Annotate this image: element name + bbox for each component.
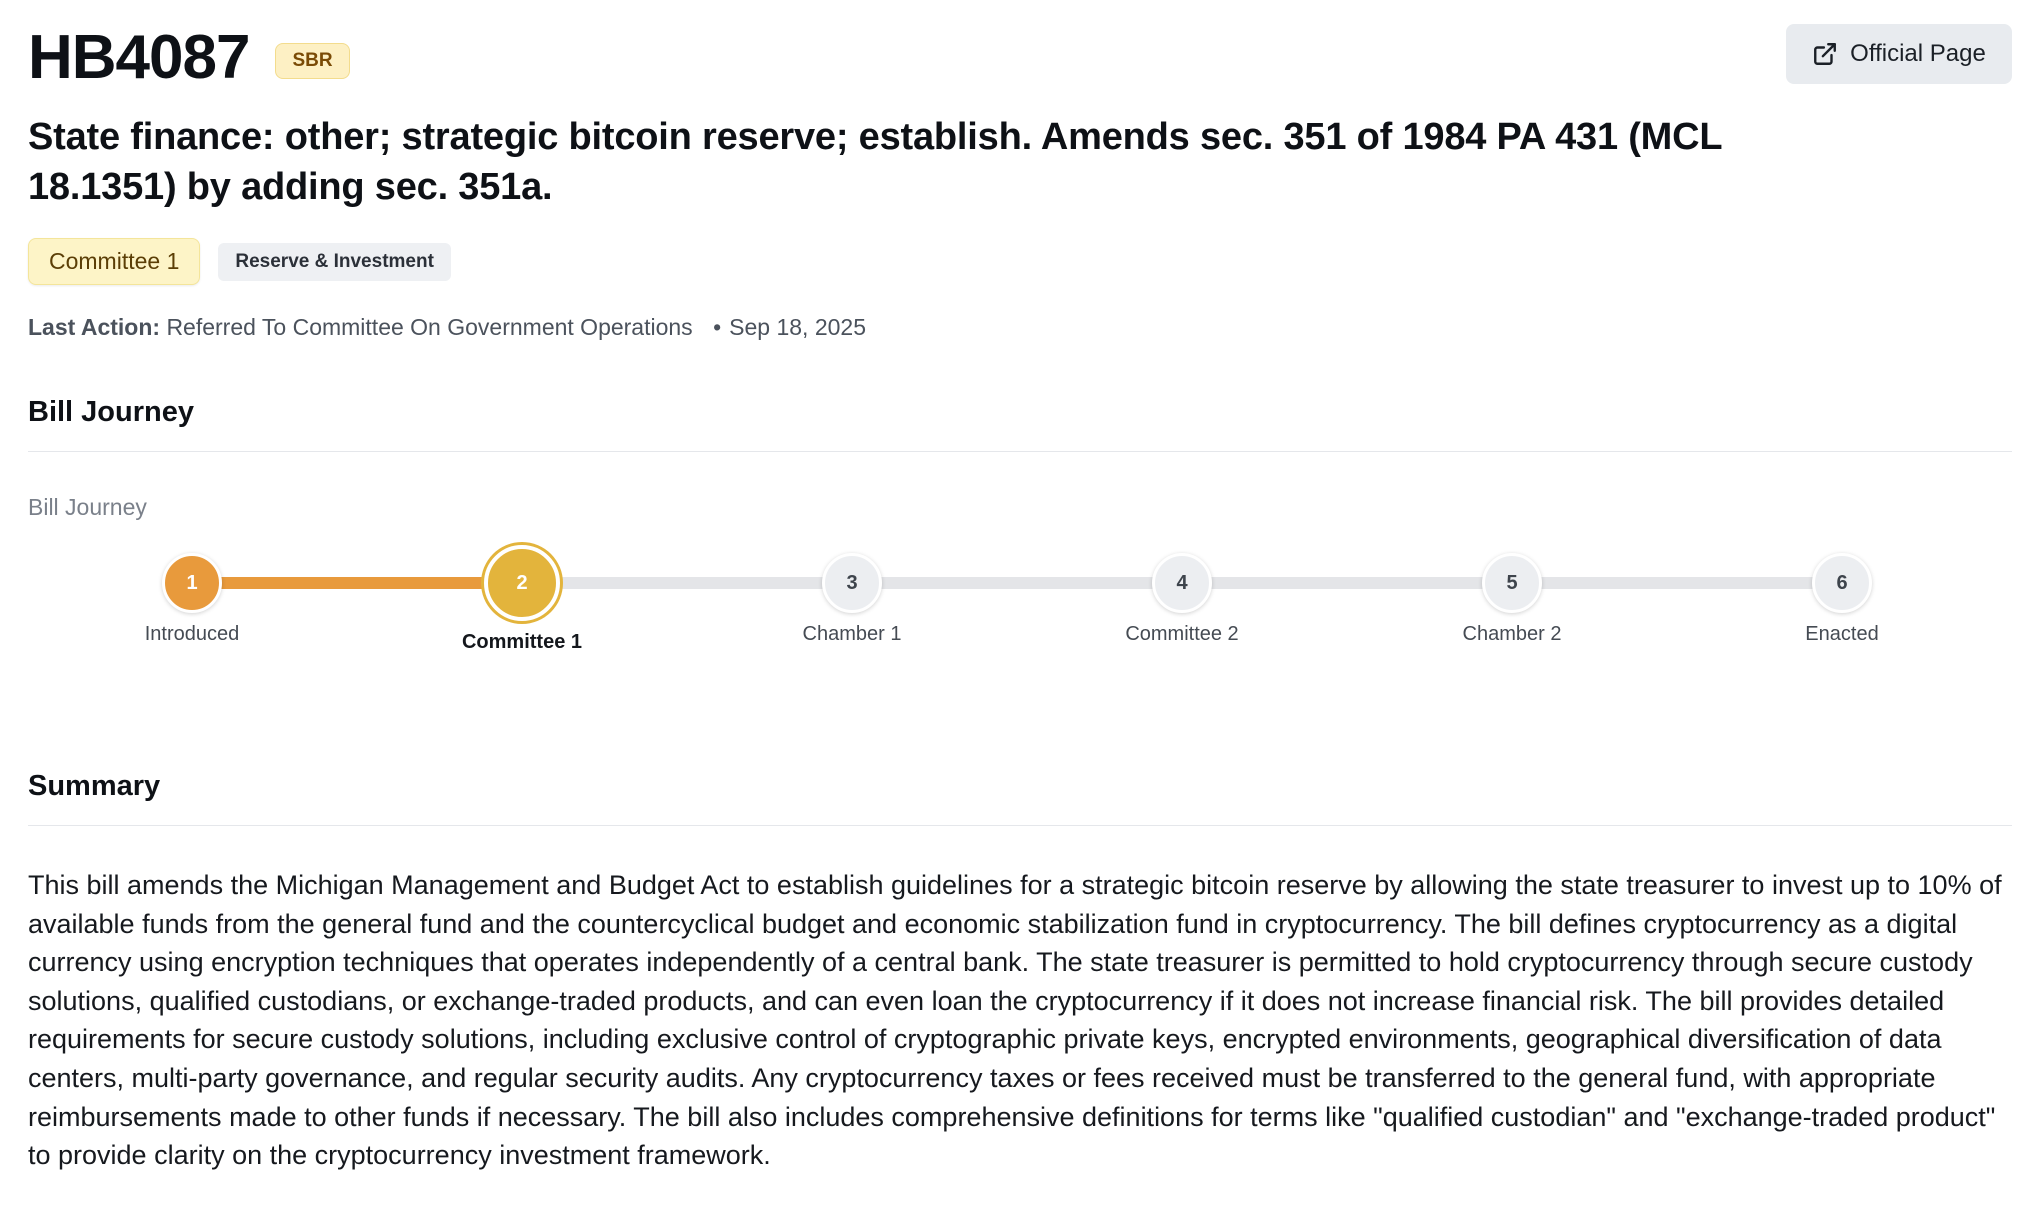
last-action: Last Action: Referred To Committee On Go… — [28, 314, 866, 341]
step-label: Committee 1 — [461, 631, 583, 653]
last-action-date: Sep 18, 2025 — [729, 314, 866, 340]
topic-badge: Reserve & Investment — [218, 242, 451, 281]
journey-step-6: 6 Enacted — [1752, 540, 1932, 646]
bill-chips: Committee 1 Reserve & Investment — [28, 238, 451, 285]
divider — [28, 451, 2012, 452]
external-link-icon — [1814, 43, 1837, 65]
divider — [28, 825, 2012, 826]
bill-journey-subheading: Bill Journey — [28, 494, 147, 520]
step-circle: 3 — [822, 553, 882, 613]
step-circle: 6 — [1812, 553, 1872, 613]
bill-header: HB4087 SBR — [28, 22, 350, 94]
tag-badge: SBR — [275, 43, 350, 79]
step-label: Enacted — [1805, 623, 1879, 645]
journey-step-3: 3 Chamber 1 — [762, 540, 942, 646]
official-page-button[interactable]: Official Page — [1786, 24, 2012, 84]
step-circle: 4 — [1152, 553, 1212, 613]
step-label: Committee 2 — [1125, 623, 1239, 645]
bill-title: State finance: other; strategic bitcoin … — [28, 116, 1722, 208]
journey-step-5: 5 Chamber 2 — [1422, 540, 1602, 646]
last-action-label: Last Action: — [28, 314, 161, 340]
summary-text: This bill amends the Michigan Management… — [28, 870, 2002, 1171]
journey-step-1: 1 Introduced — [102, 540, 282, 646]
last-action-text: Referred To Committee On Government Oper… — [166, 314, 693, 340]
step-circle: 2 — [484, 545, 560, 621]
official-page-label: Official Page — [1850, 40, 1986, 67]
bill-journey-heading: Bill Journey — [28, 396, 194, 428]
bill-journey-stepper: 1 Introduced 2 Committee 1 3 Chamber 1 4 Commit… — [0, 540, 2030, 660]
progress-track-complete — [192, 577, 522, 589]
step-circle: 5 — [1482, 553, 1542, 613]
step-label: Introduced — [144, 623, 240, 645]
status-badge: Committee 1 — [28, 238, 201, 285]
step-label: Chamber 2 — [1462, 623, 1562, 645]
bill-id: HB4087 — [28, 23, 250, 92]
journey-step-2: 2 Committee 1 — [432, 540, 612, 654]
journey-step-4: 4 Committee 2 — [1092, 540, 1272, 646]
step-circle: 1 — [162, 553, 222, 613]
step-label: Chamber 1 — [802, 623, 902, 645]
separator-dot: • — [713, 314, 722, 340]
summary-heading: Summary — [28, 770, 161, 802]
